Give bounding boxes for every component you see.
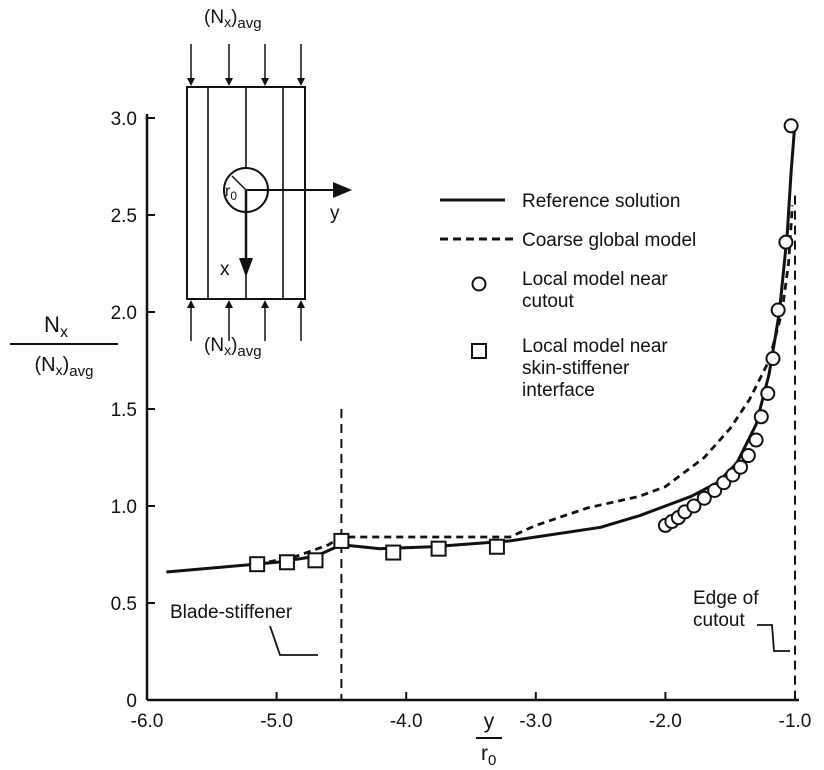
data-point-square [333,532,350,549]
data-point-circle [783,118,799,134]
data-point-square [430,540,447,557]
data-point-circle [733,459,749,475]
x-tick-label: -3.0 [519,711,552,732]
data-point-circle [696,490,712,506]
legend-label: Local model near [522,269,668,290]
x-tick-label: -6.0 [131,711,164,732]
data-point-square [385,544,402,561]
legend-label: Coarse global model [522,230,696,251]
y-tick-label: 0 [126,691,137,712]
y-tick-label: 1.5 [111,400,137,421]
y-tick-label: 0.5 [111,594,137,615]
y-axis-label-denominator: (Nx)avg [35,354,94,380]
arrowhead [187,300,195,308]
y-tick-label: 1.0 [111,497,137,518]
arrowhead [225,300,233,308]
data-series [166,118,799,574]
arrowhead [333,182,352,198]
arrowhead [239,258,253,277]
legend-label: interface [522,380,595,401]
annotation-edge-of-cutout: Edge of [693,588,759,609]
legend-label: Reference solution [522,191,680,212]
inset-top-load-label: (Nx)avg [204,7,262,32]
legend-label: Local model near [522,336,668,357]
x-tick-label: -1.0 [779,711,812,732]
data-point-square [488,538,505,555]
inset-radius-label: r0 [225,183,237,203]
x-tick-label: -2.0 [649,711,682,732]
arrowhead [261,78,269,86]
arrowhead [297,300,305,308]
legend: Reference solution Coarse global model Loc… [440,191,696,401]
arrowhead [261,300,269,308]
data-point-circle [748,432,764,448]
annotation-leader [269,625,318,656]
annotation-edge-of-cutout: cutout [693,610,745,631]
y-tick-label: 3.0 [111,109,137,130]
data-point-circle [686,498,702,514]
arrowhead [225,78,233,86]
y-axis-label-numerator: Nx [44,312,68,341]
inset-x-axis-label: x [220,259,230,280]
axes: 0 0.5 1.0 1.5 2.0 2.5 3.0 -6.0 -5.0 -4.0 -3.0 -2.0 -… [111,109,812,732]
panel-inset-diagram: (Nx)avg (Nx)avg r0 y x [186,7,352,360]
legend-swatch-square [471,343,487,359]
legend-label: cutout [522,291,574,312]
annotation-blade-stiffener: Blade-stiffener [170,602,293,623]
inset-bottom-load-label: (Nx)avg [204,335,262,360]
axis-labels: Nx (Nx)avg y r0 [10,312,502,769]
x-axis-label-denominator: r0 [481,742,496,769]
x-tick-label: -4.0 [390,711,423,732]
legend-label: skin-stiffener [522,358,630,379]
data-point-circle [770,302,786,318]
annotation-leader [757,624,790,652]
data-point-circle [740,448,756,464]
arrowhead [297,78,305,86]
data-point-square [278,554,295,571]
y-tick-label: 2.5 [111,206,137,227]
data-point-square [307,552,324,569]
y-tick-label: 2.0 [111,303,137,324]
inset-y-axis-label: y [330,203,340,224]
data-point-square [249,556,266,573]
radius-line [231,175,247,191]
x-axis-label-numerator: y [484,710,495,733]
x-tick-label: -5.0 [260,711,293,732]
arrowhead [187,78,195,86]
legend-swatch-circle [471,276,487,292]
data-point-circle [760,385,776,401]
reference-lines [340,195,796,700]
data-point-circle [778,234,794,250]
data-point-circle [753,409,769,425]
data-point-circle [765,351,781,367]
